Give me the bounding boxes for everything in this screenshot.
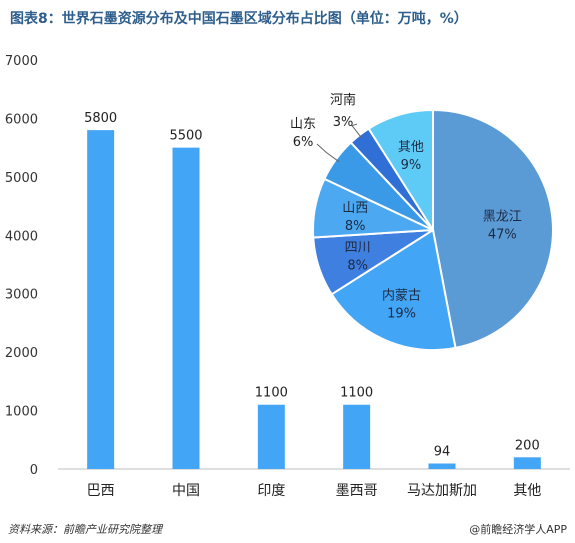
source-note: 资料来源：前瞻产业研究院整理	[8, 523, 162, 536]
pie-slice-label: 四川	[345, 240, 371, 255]
pie-slice-label: 河南	[330, 92, 356, 108]
y-tick-label: 2000	[5, 346, 38, 361]
y-tick-label: 6000	[5, 112, 38, 127]
pie-slice	[330, 228, 457, 351]
pie-slice-pct: 3%	[333, 115, 354, 130]
bar	[513, 457, 541, 469]
pie-slice-label: 山西	[342, 201, 368, 216]
x-category-label: 印度	[257, 483, 285, 499]
pie-leader-line	[316, 143, 340, 163]
bar-value-label: 5800	[84, 111, 117, 126]
bar-value-label: 1100	[340, 386, 373, 401]
pie-leader-line	[351, 123, 363, 139]
pie-slice-pct: 19%	[387, 307, 416, 322]
y-tick-label: 4000	[5, 229, 38, 244]
x-category-label: 巴西	[87, 483, 115, 499]
bar	[343, 404, 371, 469]
bar-chart: 0 1000 2000 3000 4000 5000 6000 7000 5800 巴西 5500 中…	[5, 54, 570, 499]
bar	[257, 404, 285, 469]
bar	[87, 130, 115, 469]
pie-chart: 黑龙江 47% 内蒙古 19% 四川 8% 山西 8% 山东 6% 河南 3% 其他 9%	[290, 92, 554, 351]
x-category-label: 墨西哥	[336, 483, 378, 499]
x-category-label: 其他	[513, 483, 541, 499]
pie-slice-pct: 6%	[293, 135, 314, 150]
pie-slice-pct: 8%	[347, 258, 368, 273]
brand-credit: @前瞻经济学人APP	[469, 523, 567, 536]
pie-slice-pct: 8%	[345, 219, 366, 234]
pie-slice-label: 内蒙古	[382, 288, 421, 304]
bar-value-label: 1100	[255, 386, 288, 401]
y-tick-label: 3000	[5, 288, 38, 303]
pie-slice-pct: 9%	[401, 158, 422, 173]
y-tick-label: 0	[30, 463, 38, 478]
x-category-label: 马达加斯加	[407, 483, 477, 499]
pie-slice	[432, 108, 554, 350]
bar-value-label: 200	[515, 438, 540, 453]
y-tick-label: 1000	[5, 405, 38, 420]
bar-value-label: 94	[434, 445, 451, 460]
bar	[172, 147, 200, 469]
pie-slice	[367, 108, 434, 234]
chart-title: 图表8：世界石墨资源分布及中国石墨区域分布占比图（单位：万吨，%）	[10, 11, 468, 27]
y-tick-label: 7000	[5, 54, 38, 69]
pie-slice-label: 黑龙江	[483, 209, 522, 224]
x-category-label: 中国	[172, 483, 200, 499]
bar	[428, 463, 456, 469]
pie-slice-label: 山东	[290, 117, 316, 132]
pie-slice-pct: 47%	[488, 227, 517, 242]
pie-slice-label: 其他	[398, 140, 424, 155]
bar-value-label: 5500	[169, 129, 202, 144]
y-tick-label: 5000	[5, 171, 38, 186]
